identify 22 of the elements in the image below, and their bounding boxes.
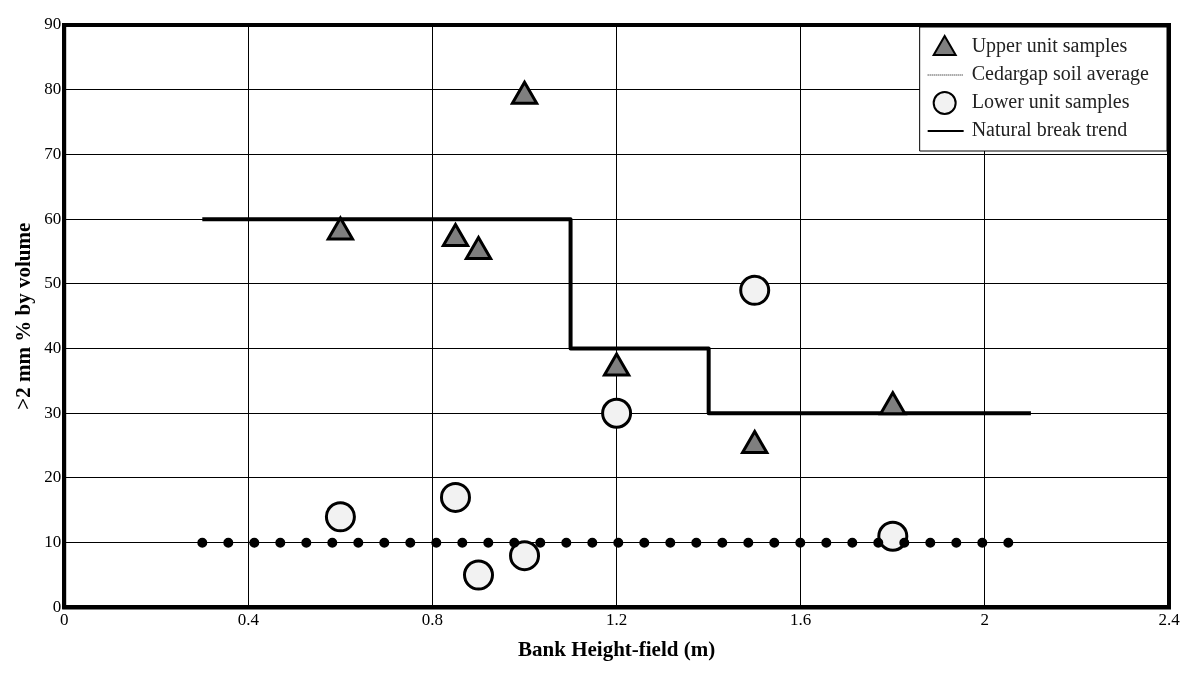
y-tick-label: 60 xyxy=(44,208,62,228)
x-tick-label: 0.4 xyxy=(237,610,260,630)
y-tick-label: 30 xyxy=(44,402,62,422)
x-tick-label: 1.2 xyxy=(605,610,628,630)
legend-label: Cedargap soil average xyxy=(971,62,1150,86)
y-tick-label: 40 xyxy=(44,338,62,358)
y-axis-title: >2 mm % by volume xyxy=(11,222,36,410)
y-tick-label: 90 xyxy=(44,14,62,34)
legend-label: Lower unit samples xyxy=(971,90,1130,114)
legend-label: Upper unit samples xyxy=(971,34,1128,58)
y-tick-label: 50 xyxy=(44,273,62,293)
legend-label: Natural break trend xyxy=(971,118,1128,141)
x-tick-label: 0.8 xyxy=(421,610,444,630)
x-tick-label: 1.6 xyxy=(790,610,812,630)
y-tick-label: 20 xyxy=(44,467,62,487)
x-tick-label: 2.4 xyxy=(1158,610,1181,630)
x-axis-title: Bank Height-field (m) xyxy=(518,636,716,661)
y-tick-label: 80 xyxy=(44,79,62,99)
x-tick-label: 2 xyxy=(980,610,990,630)
y-tick-label: 70 xyxy=(44,143,62,163)
y-tick-label: 10 xyxy=(44,532,62,552)
y-tick-label: 0 xyxy=(52,596,62,616)
